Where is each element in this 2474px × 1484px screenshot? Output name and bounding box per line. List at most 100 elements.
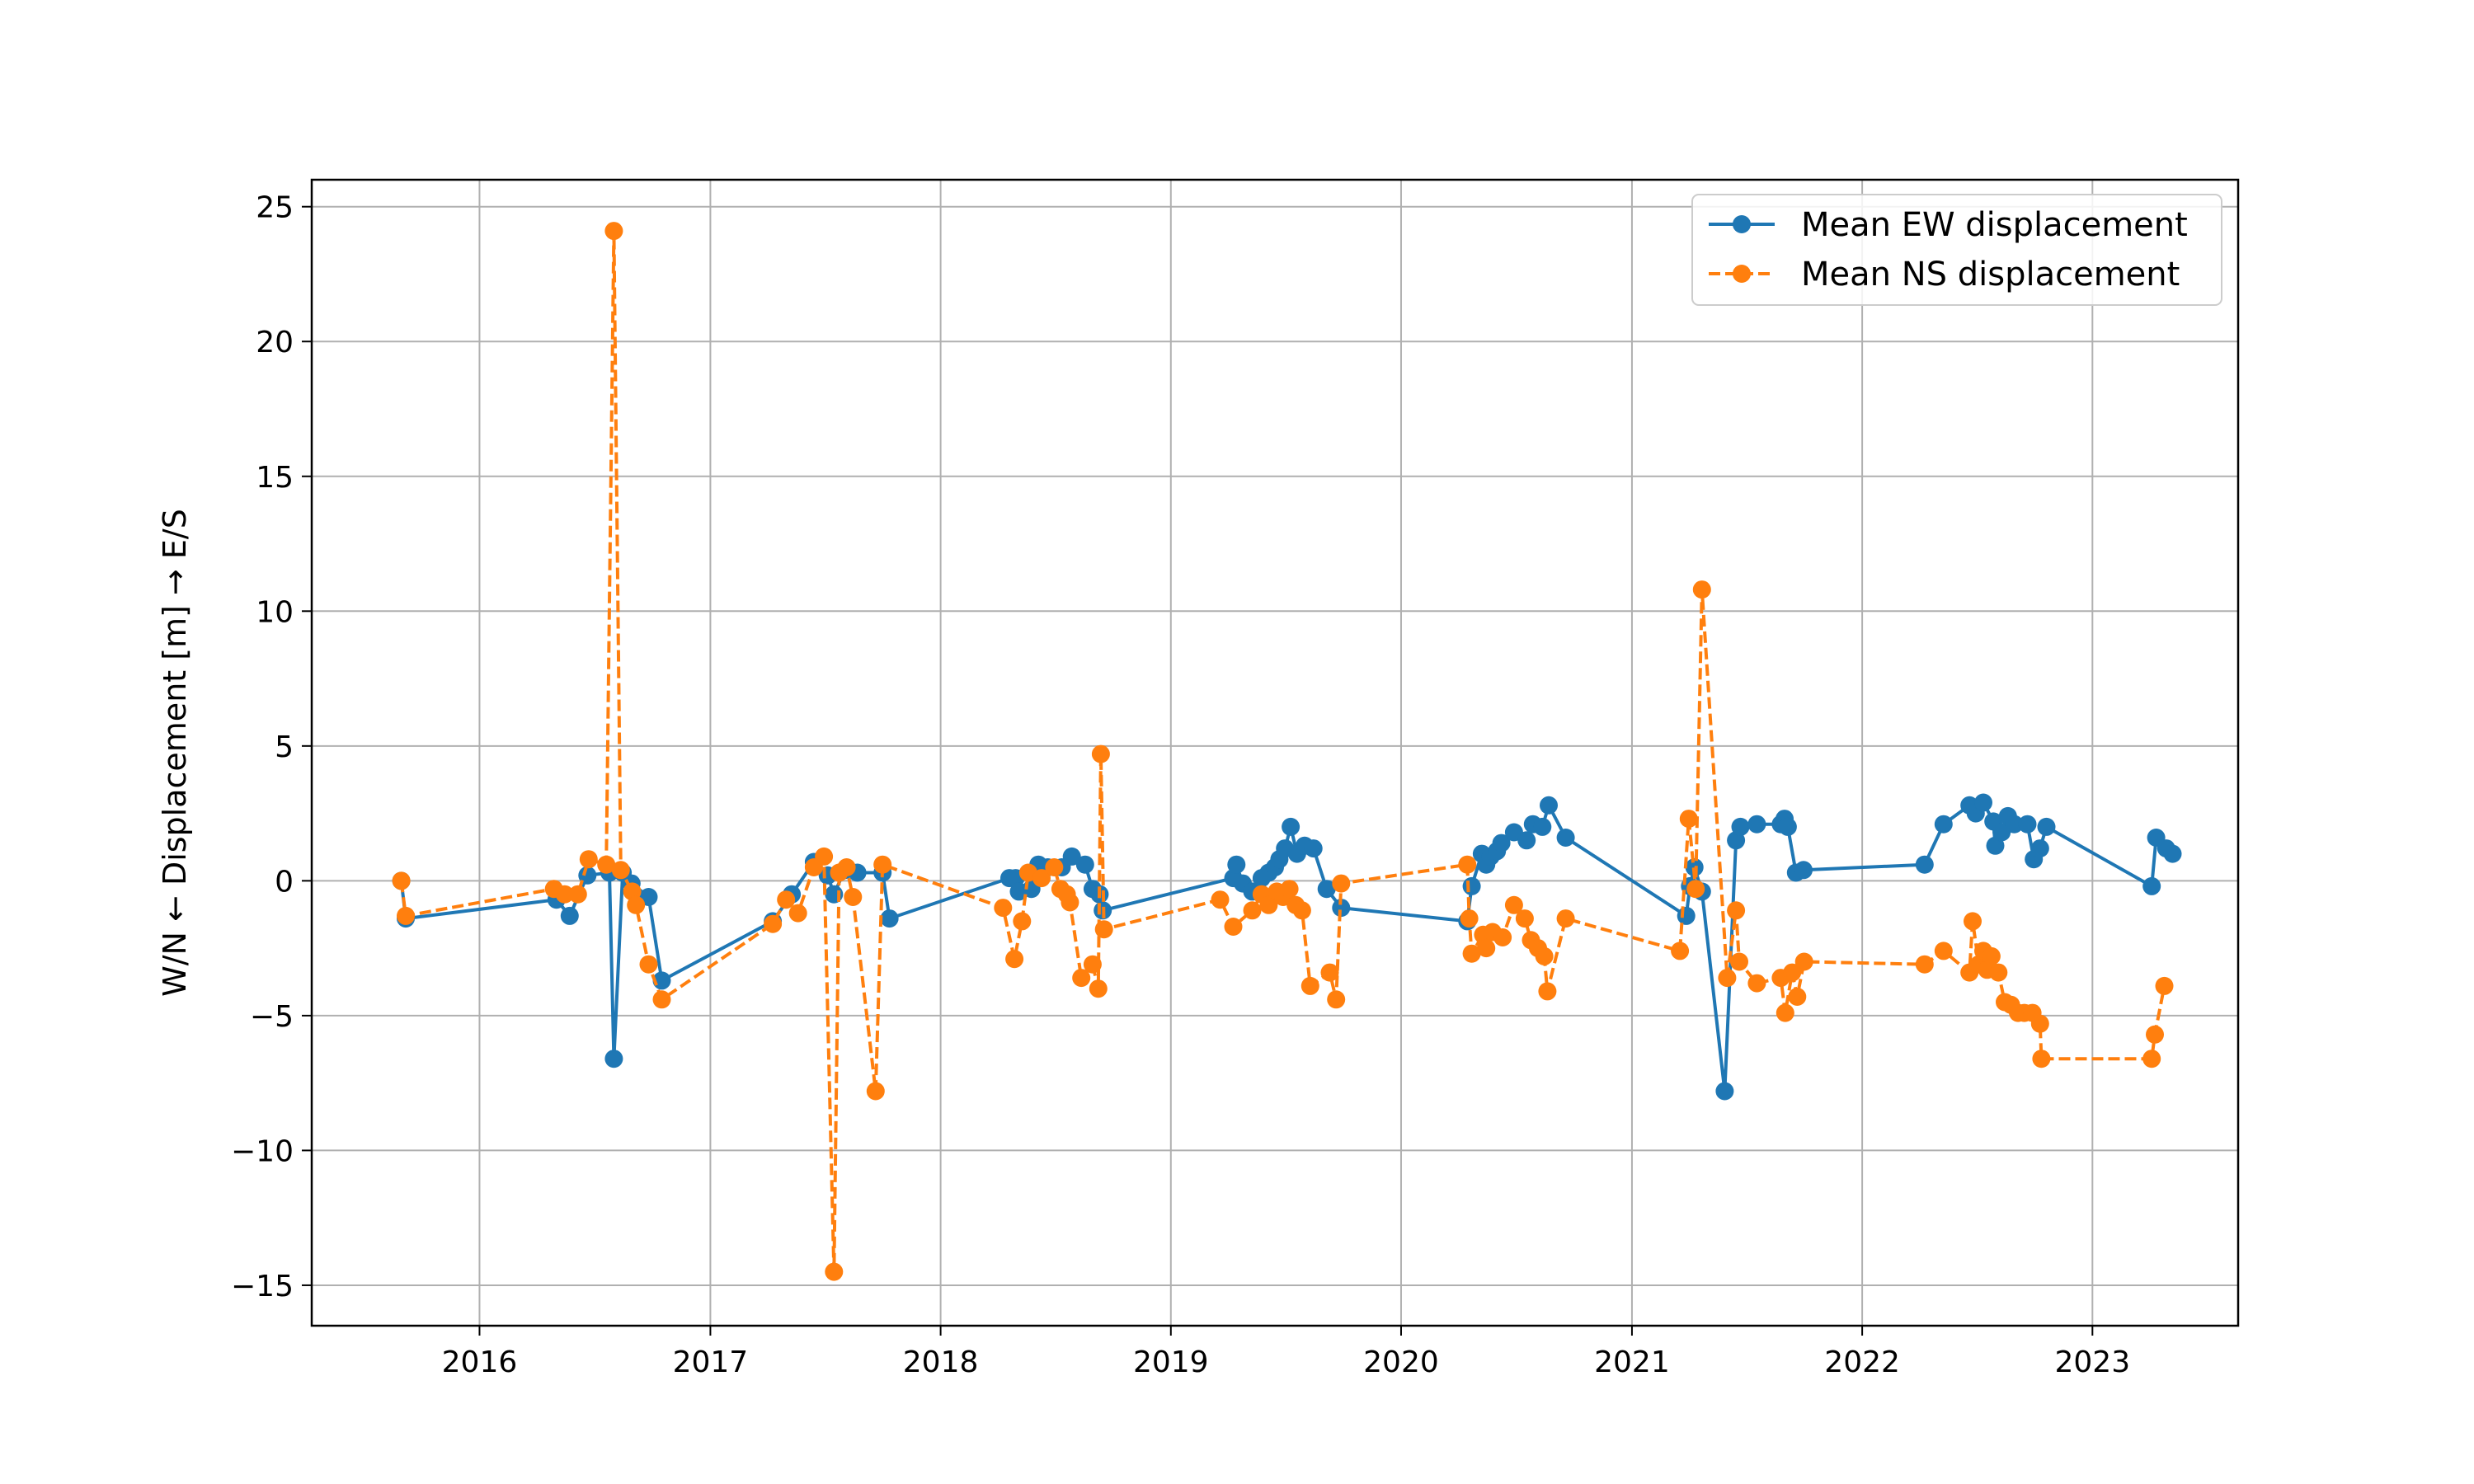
data-point [1778, 817, 1797, 836]
data-point [611, 861, 630, 880]
data-point [1747, 815, 1766, 834]
plot-area-frame [310, 178, 2240, 1327]
legend: Mean EW displacement Mean NS displacemen… [1691, 194, 2222, 306]
data-point [1089, 979, 1108, 998]
data-point [1061, 893, 1079, 912]
data-point [1492, 834, 1511, 852]
data-point [1730, 952, 1748, 971]
data-point [777, 890, 796, 909]
data-point [1989, 963, 2008, 982]
data-point [397, 906, 415, 925]
data-point [1686, 880, 1705, 899]
data-point [1533, 817, 1552, 836]
data-point [1715, 1082, 1734, 1101]
x-tick-label: 2022 [1824, 1345, 1900, 1379]
axis-ticks: 2016 2017 2018 2019 2020 2021 2022 2023 25 20 15 10… [231, 191, 2130, 1379]
data-point [1045, 858, 1064, 876]
data-point [844, 888, 863, 906]
data-point [1317, 880, 1336, 899]
legend-ew-marker [1733, 215, 1751, 233]
data-point [568, 885, 587, 904]
y-tick-label: −15 [231, 1270, 294, 1303]
data-point [1915, 855, 1934, 874]
data-point [1934, 942, 1953, 960]
data-point [1679, 810, 1698, 829]
data-point [825, 1262, 844, 1281]
data-point [1515, 909, 1534, 928]
data-point [1292, 901, 1311, 920]
data-point [578, 866, 597, 885]
data-point [1458, 855, 1477, 874]
y-tick-label: 25 [256, 191, 294, 225]
data-point [1332, 874, 1351, 893]
data-point [1964, 912, 1982, 931]
data-point [2142, 876, 2161, 895]
data-point [1320, 963, 1339, 982]
x-tick-label: 2016 [442, 1345, 518, 1379]
data-series [392, 222, 2182, 1281]
data-point [392, 871, 411, 890]
legend-ns-label: Mean NS displacement [1801, 256, 2180, 294]
data-point [2037, 817, 2056, 836]
data-point [815, 847, 834, 866]
data-point [1462, 944, 1481, 963]
data-point [1556, 909, 1575, 928]
legend-box [1691, 194, 2222, 306]
y-tick-label: 15 [256, 461, 294, 495]
x-tick-label: 2018 [903, 1345, 979, 1379]
y-tick-label: −10 [231, 1134, 294, 1168]
data-point [1540, 796, 1558, 815]
data-point [1083, 955, 1102, 974]
data-point [1243, 901, 1262, 920]
data-point [1477, 939, 1496, 958]
data-point [579, 850, 598, 869]
data-point [2032, 1050, 2051, 1068]
data-point [1794, 861, 1813, 880]
data-point [1462, 876, 1481, 895]
y-axis-label: W/N ← Displacement [m] → E/S [157, 509, 193, 997]
data-point [1094, 920, 1113, 939]
data-point [1013, 912, 1032, 931]
data-point [1332, 899, 1351, 918]
data-point [1259, 895, 1278, 914]
data-point [1731, 817, 1750, 836]
data-point [639, 955, 658, 974]
data-point [1776, 1003, 1794, 1022]
data-point [880, 909, 899, 928]
data-point [1282, 817, 1300, 836]
legend-ns-marker [1733, 265, 1751, 283]
y-tick-label: −5 [250, 1000, 294, 1034]
data-point [764, 914, 783, 933]
y-tick-label: 10 [256, 595, 294, 629]
data-point [1075, 855, 1094, 874]
data-point [1677, 906, 1696, 925]
data-point [994, 899, 1013, 918]
data-point [1227, 855, 1246, 874]
x-tick-label: 2020 [1363, 1345, 1439, 1379]
data-point [873, 855, 892, 874]
y-tick-label: 5 [275, 730, 294, 764]
y-tick-label: 0 [275, 865, 294, 899]
data-point [1091, 744, 1110, 763]
data-point [1727, 901, 1746, 920]
x-tick-label: 2021 [1594, 1345, 1670, 1379]
series-ns [392, 222, 2174, 1281]
data-point [1718, 969, 1737, 988]
data-point [1556, 829, 1575, 847]
data-point [1685, 858, 1704, 876]
data-point [560, 906, 579, 925]
legend-ew-label: Mean EW displacement [1801, 206, 2188, 244]
data-point [2005, 815, 2024, 834]
data-point [2146, 1025, 2164, 1044]
data-point [2155, 976, 2174, 995]
data-point [1005, 950, 1024, 969]
data-point [1934, 815, 1953, 834]
data-point [604, 222, 623, 241]
data-point [1300, 976, 1319, 995]
data-point [2030, 839, 2049, 858]
data-point [1783, 963, 1802, 982]
data-point [1517, 831, 1536, 850]
data-point [1211, 890, 1230, 909]
data-point [1747, 974, 1766, 993]
data-point [1915, 955, 1934, 974]
